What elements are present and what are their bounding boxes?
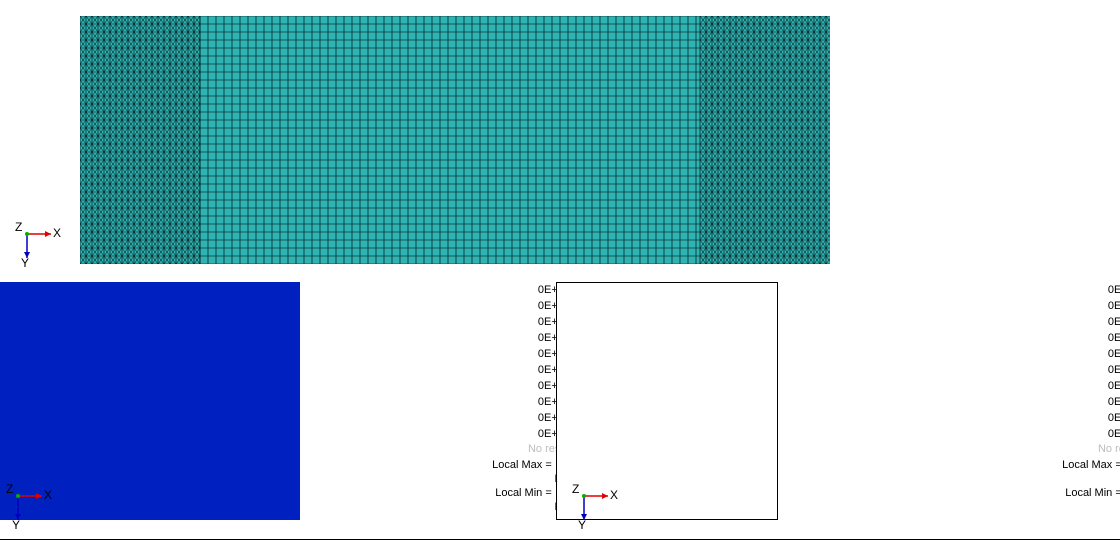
axis-label-z: Z — [572, 482, 579, 496]
axis-label-y: Y — [578, 518, 586, 532]
legend-stats: Local Max = 0E+00Node 9Local Min = 0E+00… — [1000, 458, 1120, 514]
axis-triad-top: Z X Y — [15, 220, 65, 270]
axis-label-x: X — [610, 488, 618, 502]
axis-triad-bottom-mid: Z X Y — [572, 482, 622, 532]
legend-value: 0E+00 — [1092, 332, 1120, 344]
axis-label-y: Y — [12, 518, 20, 532]
local-max-node: Node 9 — [1000, 472, 1120, 486]
legend-row: 0E+00 — [1000, 346, 1120, 362]
legend-row: 0E+00 — [1000, 362, 1120, 378]
legend-noresult-label: No result — [1098, 443, 1120, 455]
legend-value: 0E+00 — [1092, 284, 1120, 296]
legend-value: 0E+00 — [1092, 348, 1120, 360]
legend-row: 0E+00 — [1000, 314, 1120, 330]
legend-value: 0E+00 — [1092, 412, 1120, 424]
legend-value: 0E+00 — [1092, 316, 1120, 328]
color-legend-right: 0E+00 0E+00 0E+00 0E+00 0E+00 0E+00 0E+00 0E+00… — [1000, 282, 1120, 514]
axis-triad-bottom-left: Z X Y — [6, 482, 56, 532]
bottom-viewports: ZXY 0E+000E+000E+000E+000E+000E+000E+000… — [0, 282, 1120, 540]
legend-noresult: No result — [1000, 442, 1120, 456]
legend-row: 0E+00 — [1000, 410, 1120, 426]
axis-label-y: Y — [21, 256, 29, 270]
axis-label-z: Z — [15, 220, 22, 234]
legend-row: 0E+00 — [1000, 378, 1120, 394]
mesh-grid — [80, 16, 830, 264]
legend-value: 0E+00 — [1092, 300, 1120, 312]
legend-row: 0E+00 — [1000, 426, 1120, 442]
legend-row: 0E+00 — [1000, 298, 1120, 314]
local-max: Local Max = 0E+00 — [1000, 458, 1120, 472]
legend-value: 0E+00 — [1092, 364, 1120, 376]
local-min-node: Node 9 — [1000, 500, 1120, 514]
mesh-panel — [80, 16, 830, 264]
legend-row: 0E+00 — [1000, 394, 1120, 410]
local-min: Local Min = 0E+00 — [1000, 486, 1120, 500]
axis-label-x: X — [53, 226, 61, 240]
axis-label-z: Z — [6, 482, 13, 496]
axis-label-x: X — [44, 488, 52, 502]
top-viewport: Z X Y — [0, 0, 1120, 280]
legend-value: 0E+00 — [1092, 428, 1120, 440]
legend-row: 0E+00 — [1000, 330, 1120, 346]
legend-value: 0E+00 — [1092, 380, 1120, 392]
legend-row: 0E+00 — [1000, 282, 1120, 298]
legend-value: 0E+00 — [1092, 396, 1120, 408]
